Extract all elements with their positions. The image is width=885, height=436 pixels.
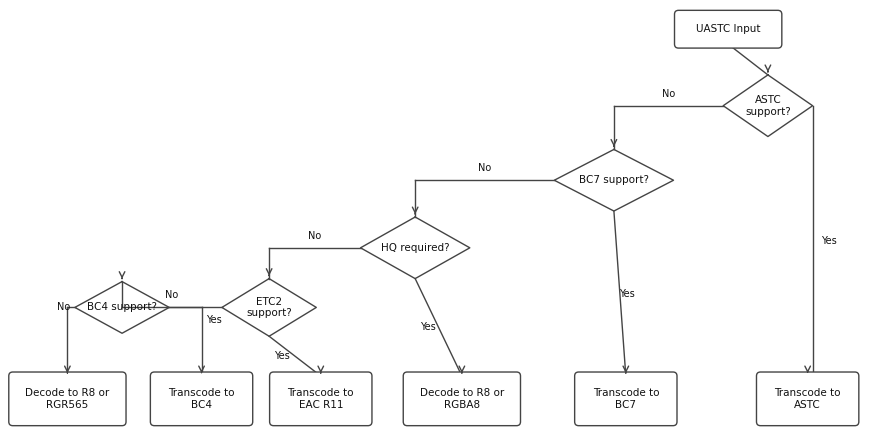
FancyBboxPatch shape [404,372,520,426]
FancyBboxPatch shape [9,372,126,426]
Text: ETC2
support?: ETC2 support? [246,296,292,318]
Text: HQ required?: HQ required? [381,243,450,253]
Text: UASTC Input: UASTC Input [696,24,760,34]
FancyBboxPatch shape [270,372,372,426]
Text: Yes: Yes [206,315,222,325]
Text: No: No [478,164,491,173]
Text: Transcode to
EAC R11: Transcode to EAC R11 [288,388,354,410]
Text: Transcode to
BC7: Transcode to BC7 [593,388,659,410]
Text: Yes: Yes [420,322,436,332]
FancyBboxPatch shape [757,372,858,426]
Text: BC7 support?: BC7 support? [579,175,649,185]
Text: No: No [57,303,70,313]
Text: No: No [165,290,179,300]
Text: Decode to R8 or
RGBA8: Decode to R8 or RGBA8 [419,388,504,410]
Polygon shape [75,282,169,333]
FancyBboxPatch shape [150,372,253,426]
Text: Transcode to
BC4: Transcode to BC4 [168,388,235,410]
FancyBboxPatch shape [574,372,677,426]
Polygon shape [723,75,812,136]
FancyBboxPatch shape [674,10,781,48]
Polygon shape [360,217,470,279]
Text: Yes: Yes [820,236,836,246]
Text: Yes: Yes [619,289,635,299]
Text: No: No [662,89,675,99]
Text: ASTC
support?: ASTC support? [745,95,791,116]
Text: Yes: Yes [274,351,289,361]
Polygon shape [554,150,673,211]
Text: Decode to R8 or
RGR565: Decode to R8 or RGR565 [26,388,110,410]
Text: Transcode to
ASTC: Transcode to ASTC [774,388,841,410]
Polygon shape [222,279,316,336]
Text: No: No [308,231,321,241]
Text: BC4 support?: BC4 support? [87,303,157,313]
